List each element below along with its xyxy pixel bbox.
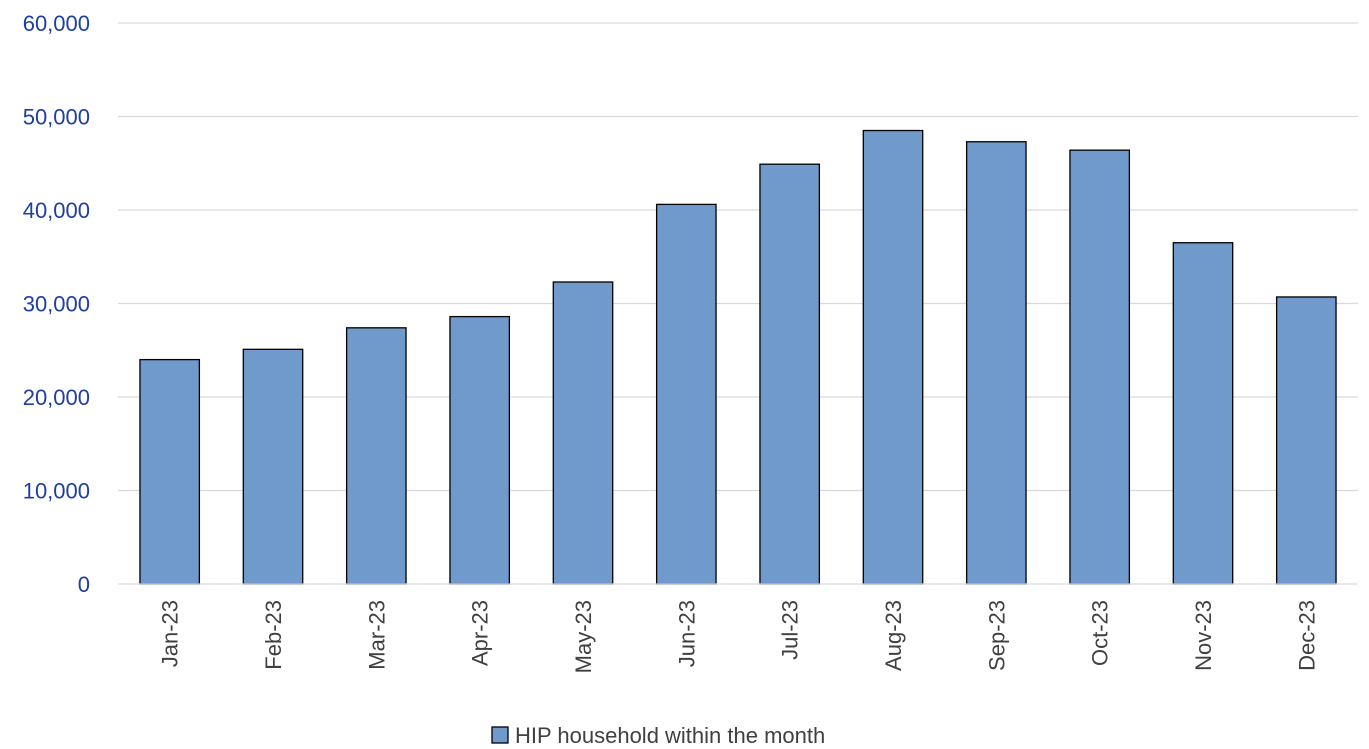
x-tick-label: Feb-23: [261, 600, 286, 670]
x-tick-label: Nov-23: [1191, 600, 1216, 671]
y-tick-label: 20,000: [23, 385, 90, 410]
y-tick-label: 60,000: [23, 11, 90, 36]
bar: [655, 203, 717, 585]
y-axis-ticks: 0 10,000 20,000 30,000 40,000 50,000 60,000: [23, 11, 90, 597]
bar: [759, 163, 821, 585]
bar: [345, 327, 407, 585]
bar: [1069, 149, 1131, 585]
bar: [862, 129, 924, 585]
bar: [139, 358, 201, 585]
x-tick-label: Aug-23: [881, 600, 906, 671]
y-tick-label: 10,000: [23, 479, 90, 504]
legend-label-hip-households: HIP household within the month: [515, 723, 825, 748]
x-tick-label: Jan-23: [158, 600, 183, 667]
x-tick-label: Jun-23: [674, 600, 699, 667]
y-tick-label: 30,000: [23, 292, 90, 317]
bar: [449, 315, 511, 585]
y-tick-label: 50,000: [23, 105, 90, 130]
gridlines: [118, 22, 1358, 492]
x-tick-label: Apr-23: [468, 600, 493, 666]
bar: [552, 281, 614, 585]
x-tick-label: Oct-23: [1088, 600, 1113, 666]
y-tick-label: 0: [78, 572, 90, 597]
x-tick-label: Dec-23: [1294, 600, 1319, 671]
bar: [1275, 296, 1337, 585]
bar: [242, 348, 304, 585]
x-tick-label: Sep-23: [984, 600, 1009, 671]
legend-swatch: [491, 726, 509, 744]
x-tick-label: May-23: [571, 600, 596, 673]
legend: HIP household within the month: [491, 723, 825, 748]
bar: [1172, 242, 1234, 585]
x-tick-label: Mar-23: [364, 600, 389, 670]
bars: [139, 129, 1337, 585]
bar: [965, 141, 1027, 585]
y-tick-label: 40,000: [23, 198, 90, 223]
x-axis-ticks: Jan-23 Feb-23 Mar-23 Apr-23 May-23 Jun-23 Jul-…: [158, 600, 1320, 673]
x-tick-label: Jul-23: [778, 600, 803, 660]
